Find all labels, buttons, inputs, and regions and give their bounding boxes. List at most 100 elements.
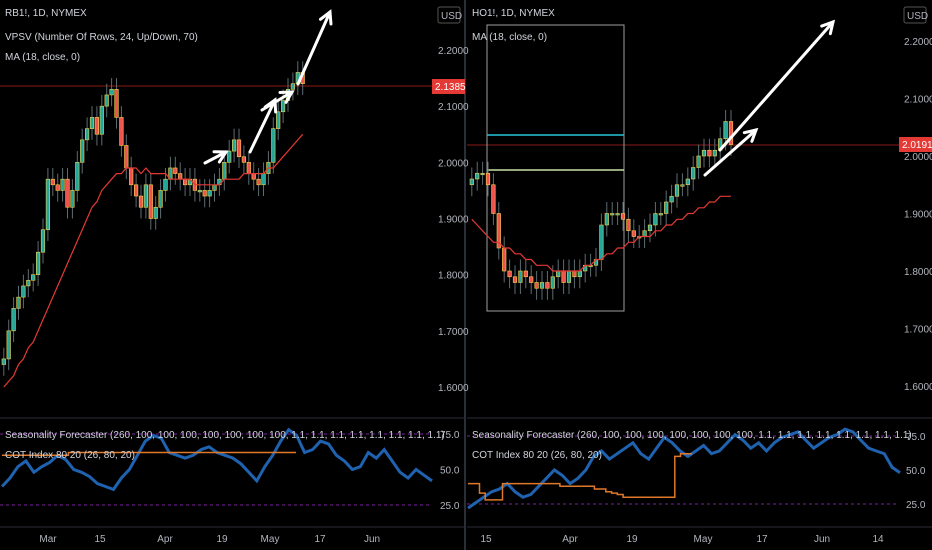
right-candle xyxy=(566,270,572,283)
left-x-tick-label: Apr xyxy=(157,534,173,545)
left-candle xyxy=(11,308,16,332)
right-candle xyxy=(610,213,615,216)
right-currency-badge[interactable] xyxy=(903,6,927,24)
left-candle xyxy=(276,111,281,129)
right-candle xyxy=(696,155,701,168)
left-candle xyxy=(99,105,104,135)
right-price-label: 2.0191 xyxy=(902,140,932,151)
right-candle xyxy=(577,270,582,278)
left-candle xyxy=(158,190,163,208)
left-y-tick-label: 2.0000 xyxy=(438,158,469,169)
left-x-tick-label: 19 xyxy=(216,534,228,545)
right-indicator-ma: MA (18, close, 0) xyxy=(472,32,547,43)
left-x-tick-label: May xyxy=(261,534,280,545)
left-y-tick-label: 1.7000 xyxy=(438,327,469,338)
right-candle xyxy=(529,276,534,283)
left-y-tick-label: 2.2000 xyxy=(438,46,469,57)
right-lower-title-cot: COT Index 80 20 (26, 80, 20) xyxy=(472,450,602,461)
right-candle xyxy=(615,213,620,216)
arrow-left-3-head xyxy=(278,90,295,104)
right-x-tick-label: 17 xyxy=(756,534,768,545)
right-currency-label: USD xyxy=(907,11,928,22)
left-candle xyxy=(163,178,168,191)
left-candle xyxy=(178,173,183,180)
right-candle xyxy=(512,276,518,283)
left-candle xyxy=(35,251,41,275)
right-candle xyxy=(491,184,496,214)
left-candle xyxy=(212,184,217,191)
right-chart-title: HO1!, 1D, NYMEX xyxy=(472,8,555,19)
left-x-tick-label: 17 xyxy=(314,534,326,545)
left-currency-badge[interactable] xyxy=(437,6,461,24)
left-candle xyxy=(134,184,139,197)
left-cot-line xyxy=(2,451,296,457)
right-candle xyxy=(674,184,680,197)
right-candle xyxy=(647,224,653,232)
arrow-right-main xyxy=(718,20,835,152)
right-candle xyxy=(631,230,636,237)
left-x-tick-label: 15 xyxy=(94,534,106,545)
right-candle xyxy=(480,172,485,176)
right-y-tick-label: 2.2000 xyxy=(904,37,932,48)
right-candle xyxy=(507,270,512,278)
right-x-tick-label: 19 xyxy=(626,534,638,545)
right-candle xyxy=(728,121,734,145)
left-candle xyxy=(16,296,21,309)
left-price-box xyxy=(432,79,465,94)
left-x-tick-label: Mar xyxy=(39,534,57,545)
left-osc-tick-label: 25.0 xyxy=(440,501,460,512)
right-candle xyxy=(550,276,555,289)
left-candle xyxy=(65,178,70,208)
left-candle xyxy=(124,145,129,169)
arrow-left-2 xyxy=(248,98,277,154)
right-x-tick-label: May xyxy=(694,534,713,545)
left-candle xyxy=(55,184,60,191)
right-y-tick-label: 1.9000 xyxy=(904,210,932,221)
right-candle xyxy=(556,270,561,278)
arrow-left-main xyxy=(296,10,332,86)
right-candle xyxy=(626,218,631,232)
right-candle xyxy=(653,213,658,226)
left-candle xyxy=(94,117,99,135)
right-lower-title: Seasonality Forecaster (260, 100, 100, 1… xyxy=(472,430,912,441)
right-candle xyxy=(539,282,545,289)
right-x-tick-label: 15 xyxy=(480,534,492,545)
right-candle xyxy=(723,121,728,140)
left-candle xyxy=(114,89,119,118)
left-price-label: 2.1385 xyxy=(435,82,466,93)
left-candle xyxy=(241,156,247,163)
left-y-tick-label: 1.6000 xyxy=(438,383,469,394)
left-candle xyxy=(153,206,158,219)
left-candle xyxy=(129,167,134,186)
arrow-right-1 xyxy=(703,128,758,177)
left-candle xyxy=(31,274,36,281)
left-candle xyxy=(183,178,188,186)
left-candle xyxy=(202,190,207,197)
right-candle xyxy=(475,172,480,180)
left-lower-title: Seasonality Forecaster (260, 100, 100, 1… xyxy=(5,430,445,441)
left-candle xyxy=(6,330,11,360)
right-price-box xyxy=(899,137,932,152)
arrow-left-1-head xyxy=(212,150,229,164)
left-candle xyxy=(280,100,286,113)
right-candle xyxy=(701,149,707,157)
right-candle xyxy=(669,195,674,203)
left-y-tick-label: 1.8000 xyxy=(438,271,469,282)
left-osc-tick-label: 50.0 xyxy=(440,466,460,477)
left-candle xyxy=(148,184,153,219)
left-candle xyxy=(70,190,75,208)
left-y-tick-label: 1.9000 xyxy=(438,215,469,226)
arrow-right-1-head xyxy=(742,127,759,143)
left-osc-tick-label: 75.0 xyxy=(440,430,460,441)
left-candle xyxy=(222,162,227,180)
left-candle xyxy=(256,178,261,186)
arrow-left-main-head xyxy=(318,9,333,26)
left-candle xyxy=(246,162,251,174)
right-candle xyxy=(685,178,690,186)
left-candle xyxy=(85,128,90,141)
right-candle xyxy=(599,224,604,260)
right-osc-tick-label: 75.0 xyxy=(906,432,926,443)
right-y-tick-label: 1.6000 xyxy=(904,382,932,393)
right-osc-tick-label: 50.0 xyxy=(906,466,926,477)
